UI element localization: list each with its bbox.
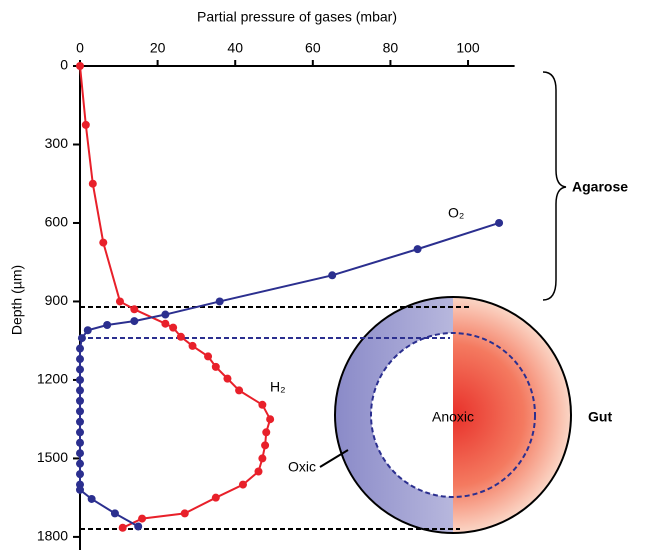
- data-point: [212, 363, 220, 371]
- data-point: [161, 320, 169, 328]
- data-point: [134, 522, 142, 530]
- data-point: [116, 297, 124, 305]
- y-tick-label: 0: [60, 57, 68, 73]
- data-point: [89, 180, 97, 188]
- data-point: [82, 121, 90, 129]
- data-point: [212, 494, 220, 502]
- data-point: [204, 352, 212, 360]
- data-point: [119, 524, 127, 532]
- x-tick-label: 80: [383, 40, 399, 56]
- data-point: [111, 509, 119, 517]
- data-point: [254, 468, 262, 476]
- data-point: [266, 415, 274, 423]
- data-point: [76, 449, 84, 457]
- data-point: [239, 481, 247, 489]
- data-point: [261, 441, 269, 449]
- data-point: [76, 397, 84, 405]
- anoxic-label: Anoxic: [432, 409, 474, 425]
- y-tick-label: 1200: [37, 371, 68, 387]
- data-point: [138, 515, 146, 523]
- x-axis-title: Partial pressure of gases (mbar): [197, 9, 397, 25]
- data-point: [76, 345, 84, 353]
- data-point: [88, 495, 96, 503]
- data-point: [258, 401, 266, 409]
- data-point: [76, 470, 84, 478]
- data-point: [130, 305, 138, 313]
- gut-label: Gut: [588, 409, 612, 425]
- data-point: [84, 326, 92, 334]
- data-point: [189, 342, 197, 350]
- series-label: H₂: [270, 379, 286, 395]
- x-tick-label: 100: [456, 40, 480, 56]
- data-point: [76, 428, 84, 436]
- data-point: [216, 297, 224, 305]
- data-point: [177, 333, 185, 341]
- brace: [543, 72, 566, 300]
- data-point: [76, 62, 84, 70]
- data-point: [262, 428, 270, 436]
- data-point: [76, 439, 84, 447]
- data-point: [103, 321, 111, 329]
- y-axis-title: Depth (µm): [9, 265, 25, 335]
- data-point: [76, 386, 84, 394]
- data-point: [414, 245, 422, 253]
- data-point: [130, 317, 138, 325]
- y-tick-label: 1800: [37, 528, 68, 544]
- data-point: [78, 334, 86, 342]
- oxic-label: Oxic: [288, 459, 316, 475]
- y-tick-label: 900: [45, 292, 69, 308]
- data-point: [181, 509, 189, 517]
- data-point: [76, 460, 84, 468]
- data-point: [328, 271, 336, 279]
- x-tick-label: 20: [150, 40, 166, 56]
- y-tick-label: 600: [45, 214, 69, 230]
- x-tick-label: 60: [305, 40, 321, 56]
- y-tick-label: 1500: [37, 449, 68, 465]
- data-point: [76, 418, 84, 426]
- agarose-label: Agarose: [572, 179, 628, 195]
- data-point: [76, 407, 84, 415]
- y-tick-label: 300: [45, 135, 69, 151]
- series-label: O₂: [448, 205, 464, 221]
- data-point: [161, 311, 169, 319]
- chart: Partial pressure of gases (mbar) Depth (…: [0, 0, 654, 556]
- data-point: [169, 324, 177, 332]
- data-point: [258, 454, 266, 462]
- data-point: [76, 355, 84, 363]
- data-point: [76, 486, 84, 494]
- data-point: [76, 376, 84, 384]
- x-tick-label: 0: [76, 40, 84, 56]
- x-tick-label: 40: [227, 40, 243, 56]
- data-point: [235, 386, 243, 394]
- data-point: [495, 219, 503, 227]
- data-point: [223, 375, 231, 383]
- data-point: [99, 239, 107, 247]
- data-point: [76, 365, 84, 373]
